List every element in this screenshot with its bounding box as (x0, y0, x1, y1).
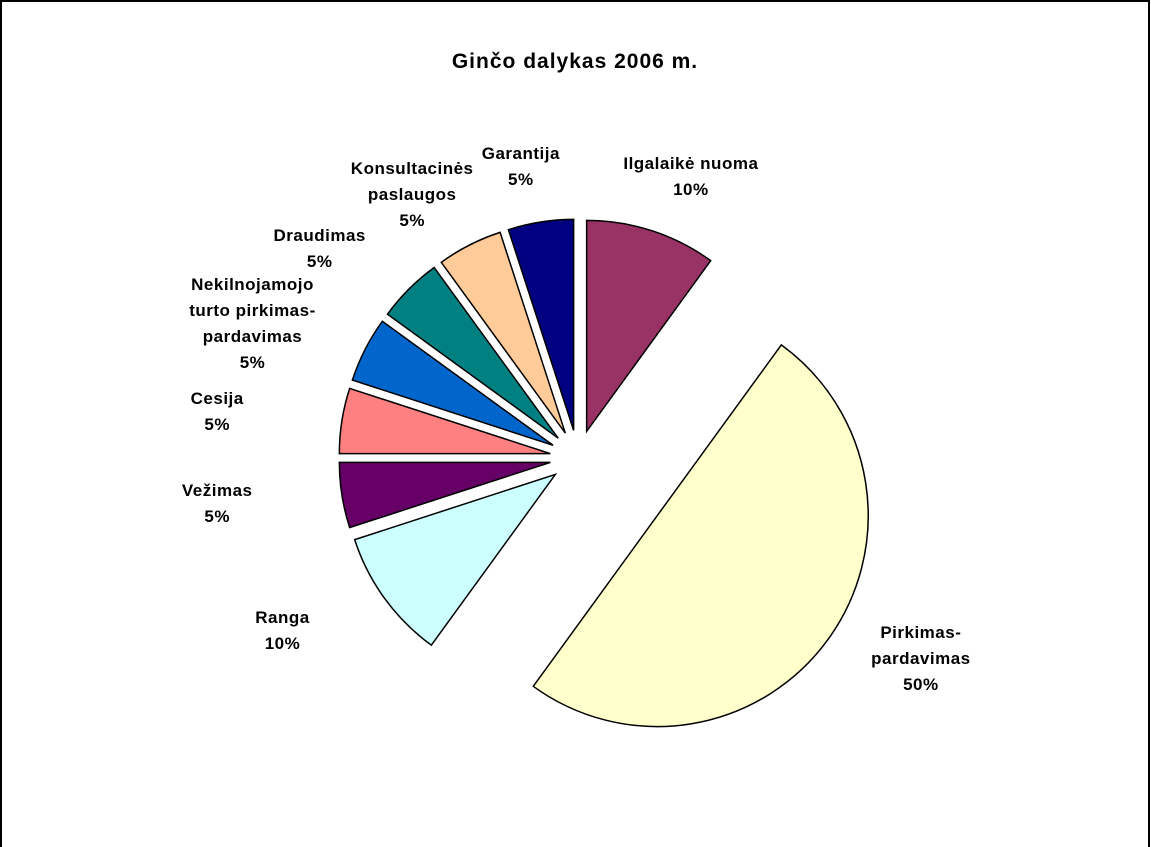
category-label: Nekilnojamojo turto pirkimas- pardavimas (189, 275, 316, 347)
chart-title: Ginčo dalykas 2006 m. (451, 50, 699, 73)
pie-slice (440, 231, 567, 434)
category-label: Ilgalaikė nuoma (623, 154, 759, 174)
slice-label: Ilgalaikė nuoma 10% (623, 151, 758, 203)
pie-slice (338, 461, 551, 529)
value-label: 50% (903, 675, 939, 695)
value-label: 5% (239, 353, 266, 373)
category-label: Garantija (481, 143, 560, 163)
value-label: 10% (264, 634, 301, 654)
slice-label: Ranga 10% (255, 605, 309, 657)
pie-slice (353, 473, 558, 647)
value-label: 10% (673, 180, 709, 200)
slice-label: Pirkimas- pardavimas 50% (871, 620, 971, 698)
value-label: 5% (399, 211, 425, 231)
slice-label: Vežimas 5% (182, 478, 253, 530)
pie-slice (532, 343, 869, 728)
slice-label: Draudimas 5% (274, 223, 366, 275)
category-label: Ranga (255, 608, 310, 628)
slice-label: Konsultacinės paslaugos 5% (351, 156, 474, 234)
value-label: 5% (204, 507, 230, 527)
category-label: Vežimas (181, 481, 253, 501)
pie-slice (386, 266, 559, 439)
category-label: Pirkimas- pardavimas (871, 623, 971, 669)
category-label: Draudimas (273, 226, 366, 246)
category-label: Cesija (190, 388, 244, 408)
pie-slice (585, 219, 712, 434)
value-label: 5% (306, 252, 333, 272)
slice-label: Cesija 5% (191, 386, 244, 438)
pie-slice (351, 320, 554, 447)
slice-label: Nekilnojamojo turto pirkimas- pardavimas… (189, 272, 316, 376)
pie-slice (338, 387, 551, 455)
value-label: 5% (508, 169, 534, 189)
category-label: Konsultacinės paslaugos (350, 159, 474, 205)
pie-slice (507, 218, 575, 431)
value-label: 5% (204, 414, 230, 434)
slice-label: Garantija 5% (482, 141, 560, 193)
